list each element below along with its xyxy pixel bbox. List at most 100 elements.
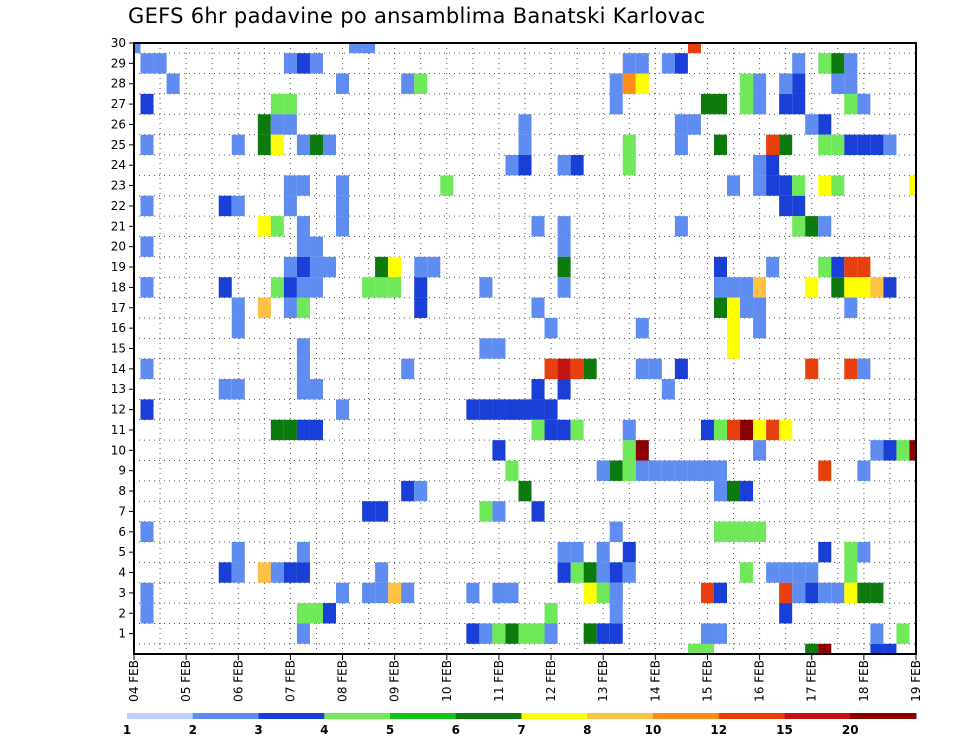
x-axis: 04 FEB 05 FEB 06 FEB 07 FEB 08 FEB 09 FEB 10 F… (127, 654, 923, 702)
heatmap-cell (844, 358, 858, 380)
heatmap-cell (674, 114, 688, 135)
heatmap-cell (309, 379, 323, 400)
heatmap-cell (388, 582, 402, 604)
heatmap-cell (270, 114, 284, 135)
heatmap-cell (479, 277, 493, 298)
heatmap-cell (687, 643, 701, 654)
y-tick-label: 15 (111, 342, 126, 356)
heatmap-cell (661, 53, 675, 74)
heatmap-cell (740, 521, 754, 542)
heatmap-cell (674, 216, 688, 237)
heatmap-cell (570, 541, 584, 563)
heatmap-cell (609, 562, 623, 583)
heatmap-cell (700, 643, 714, 654)
colorbar-swatch (850, 713, 917, 719)
heatmap-cell (713, 480, 728, 502)
heatmap-cell (505, 155, 519, 176)
heatmap-cell (531, 623, 545, 644)
heatmap-cell (492, 338, 506, 359)
heatmap-cell (296, 562, 310, 583)
heatmap-cell (414, 277, 428, 298)
heatmap-cell (557, 236, 571, 257)
heatmap-cell (857, 460, 871, 481)
heatmap-cell (635, 317, 649, 339)
heatmap-cell (557, 155, 571, 176)
heatmap-cell (309, 134, 323, 156)
heatmap-cell (766, 155, 780, 176)
heatmap-cell (336, 73, 350, 94)
heatmap-cell (309, 236, 323, 257)
heatmap-cell (727, 480, 741, 502)
heatmap-cell (883, 277, 897, 298)
heatmap-cell (283, 93, 297, 115)
heatmap-cell (309, 277, 323, 298)
heatmap-cell (870, 643, 884, 654)
heatmap-cell (231, 195, 245, 217)
heatmap-cell (218, 195, 232, 217)
heatmap-cell (674, 358, 688, 380)
heatmap-cell (792, 93, 806, 115)
heatmap-cell (257, 297, 271, 318)
heatmap-cell (779, 419, 793, 441)
colorbar-swatch (653, 713, 720, 719)
heatmap-cell (792, 582, 806, 604)
heatmap-cell (283, 297, 297, 318)
heatmap-cell (336, 216, 350, 237)
heatmap-cell (844, 256, 858, 278)
heatmap-cell (362, 501, 376, 522)
heatmap-cell (479, 338, 493, 359)
heatmap-cell (857, 277, 871, 298)
heatmap-cell (818, 216, 832, 237)
heatmap-cell (857, 256, 871, 278)
colorbar-swatch (258, 713, 325, 719)
heatmap-cell (231, 297, 245, 318)
heatmap-cell (870, 582, 884, 604)
y-tick-label: 23 (111, 179, 126, 193)
heatmap-cell (713, 460, 728, 481)
heatmap-cell (270, 134, 284, 156)
heatmap-cell (296, 297, 310, 318)
colorbar-swatch (718, 713, 785, 719)
heatmap-cell (401, 582, 415, 604)
heatmap-cell (375, 277, 389, 298)
heatmap-cell (596, 460, 610, 481)
heatmap-cell (753, 73, 767, 94)
heatmap-cell (753, 297, 767, 318)
heatmap-cell (544, 358, 558, 380)
heatmap-cell (622, 155, 636, 176)
heatmap-cell (713, 419, 728, 441)
heatmap-cell (596, 541, 610, 563)
heatmap-cell (570, 358, 584, 380)
heatmap-cell (296, 623, 310, 644)
heatmap-cell (570, 562, 584, 583)
heatmap-cell (622, 134, 636, 156)
y-tick-label: 25 (111, 138, 126, 152)
y-tick-label: 21 (111, 219, 126, 233)
heatmap-cell (805, 216, 819, 237)
heatmap-cell (831, 134, 845, 156)
heatmap-cell (857, 134, 871, 156)
colorbar-legend: 1 2 3 4 5 6 7 8 10 12 15 20 (123, 713, 917, 737)
heatmap-cell (909, 175, 916, 196)
heatmap-cell (283, 175, 297, 196)
heatmap-cell (870, 277, 884, 298)
y-tick-label: 30 (111, 36, 126, 50)
heatmap-cell (857, 93, 871, 115)
y-tick-label: 17 (111, 301, 126, 315)
heatmap-cell (505, 623, 519, 644)
heatmap-cell (570, 155, 584, 176)
heatmap-cell (322, 134, 337, 156)
heatmap-cell (518, 114, 532, 135)
heatmap-cell (466, 399, 480, 420)
heatmap-cell (792, 73, 806, 94)
x-tick-label: 05 FEB (179, 660, 193, 702)
heatmap-cell (414, 297, 428, 318)
heatmap-cell (635, 358, 649, 380)
heatmap-cell (818, 134, 832, 156)
heatmap-cell (231, 562, 245, 583)
heatmap-cell (596, 623, 610, 644)
heatmap-cell (818, 541, 832, 563)
heatmap-cell (557, 541, 571, 563)
heatmap-cell (740, 73, 754, 94)
